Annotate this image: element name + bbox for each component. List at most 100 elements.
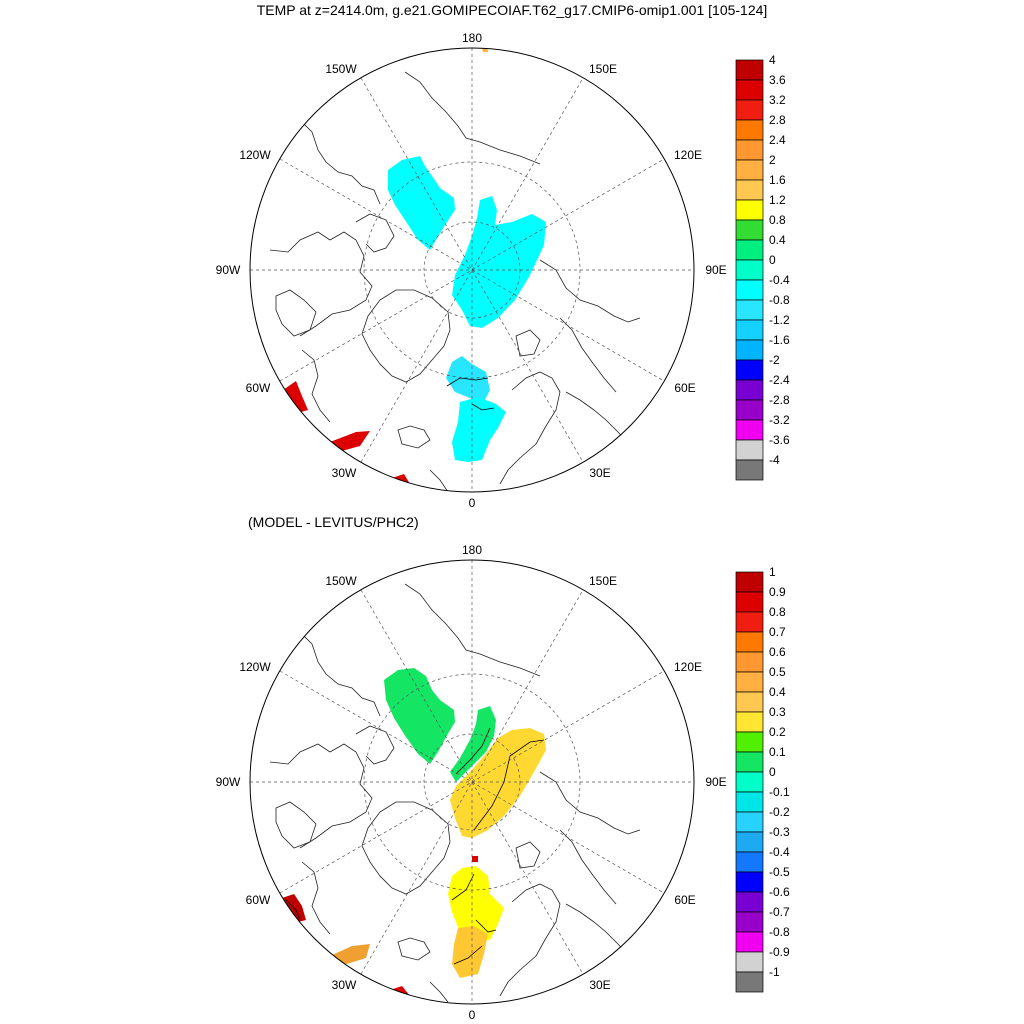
colorbar-label: -0.9 [769, 945, 790, 959]
colorbar-label: 1.2 [769, 193, 786, 207]
colorbar-label: -0.6 [769, 885, 790, 899]
colorbar-box [735, 891, 764, 913]
colorbar-box [735, 971, 764, 993]
lon-label-30w: 30W [332, 978, 357, 992]
colorbar-label: -0.4 [769, 845, 790, 859]
colorbar-box [735, 671, 764, 693]
coast-archipelago [355, 213, 395, 253]
colorbar-label: 3.2 [769, 93, 786, 107]
colorbar-label: 1 [769, 565, 776, 579]
colorbar-label: 0.4 [769, 685, 786, 699]
coast-siberia [539, 771, 641, 835]
lon-label-60e: 60E [674, 893, 695, 907]
colorbar-box [735, 651, 764, 673]
colorbar-label: 0.2 [769, 725, 786, 739]
panel-model-minus-levitus: 180 150W 150E 120W 120E 90W 90E 60W 60E … [216, 543, 790, 1022]
colorbar-label: 0.1 [769, 745, 786, 759]
polar-map [250, 48, 694, 492]
colorbar-box [735, 831, 764, 853]
coastlines [269, 583, 641, 1003]
coast-svalbard [515, 329, 541, 357]
colorbar-box [735, 59, 764, 81]
colorbar-label: 1.6 [769, 173, 786, 187]
colorbar-box [735, 571, 764, 593]
coast-canada [269, 743, 373, 849]
longitude-labels: 180 150W 150E 120W 120E 90W 90E 60W 60E … [216, 543, 727, 1022]
colorbar-label: -0.5 [769, 865, 790, 879]
field-fill [283, 48, 546, 486]
colorbar-label: -2.8 [769, 393, 790, 407]
field-beaufort-basin [384, 668, 455, 764]
lon-label-90w: 90W [216, 263, 241, 277]
colorbar-box [735, 179, 764, 201]
colorbar: 1 0.9 0.8 0.7 0.6 0.5 0.4 0.3 0.2 0.1 0 -0.1 -0.2 -0.… [735, 565, 790, 993]
lon-label-30e: 30E [589, 978, 610, 992]
field-pole-fleck [482, 48, 488, 52]
colorbar-label: 0.3 [769, 705, 786, 719]
colorbar-box [735, 751, 764, 773]
colorbar-box [735, 299, 764, 321]
coast-siberia [539, 259, 641, 323]
colorbar-label: -0.7 [769, 905, 790, 919]
coast-alaska [299, 119, 381, 205]
colorbar-box [735, 379, 764, 401]
lon-label-150w: 150W [325, 62, 357, 76]
meridian-150 [360, 77, 584, 463]
meridian-120 [279, 670, 665, 894]
field-eurasian-basin [452, 196, 546, 328]
contour-nordic-2 [475, 919, 497, 933]
colorbar-box [735, 631, 764, 653]
lon-label-180: 180 [462, 31, 482, 45]
longitude-labels: 180 150W 150E 120W 120E 90W 90E 60W 60E … [216, 31, 727, 510]
coast-labrador [301, 349, 331, 423]
lon-label-120e: 120E [674, 148, 702, 162]
coast-alaska [299, 631, 381, 717]
coast-labrador [301, 861, 331, 935]
field-north-atlantic [330, 431, 370, 452]
colorbar-label: -0.2 [769, 805, 790, 819]
colorbar-box [735, 439, 764, 461]
contour-lines [446, 377, 495, 411]
colorbar-label: -0.1 [769, 785, 790, 799]
field-lomonosov-strip [450, 706, 496, 782]
colorbar: 4 3.6 3.2 2.8 2.4 2 1.6 1.2 0.8 0.4 0 -0.4 -0.8 -1.2 -… [735, 53, 790, 481]
coast-chukotka [404, 583, 541, 677]
coast-archipelago [355, 725, 395, 765]
coast-scandinavia [499, 883, 561, 997]
colorbar-label: 3.6 [769, 73, 786, 87]
colorbar-label: 0 [769, 253, 776, 267]
field-labrador-sea [283, 381, 308, 412]
coastlines [269, 71, 641, 492]
coast-greenland [361, 289, 451, 383]
figure-title: TEMP at z=2414.0m, g.e21.GOMIPECOIAF.T62… [257, 2, 768, 18]
lon-label-120e: 120E [674, 660, 702, 674]
field-north-atlantic [330, 944, 370, 966]
colorbar-box [735, 159, 764, 181]
colorbar-label: -3.2 [769, 413, 790, 427]
field-fram-strait [448, 866, 504, 940]
lon-label-30w: 30W [332, 466, 357, 480]
colorbar-label: -2.4 [769, 373, 790, 387]
lon-label-60e: 60E [674, 381, 695, 395]
colorbar-box [735, 731, 764, 753]
graticule [250, 560, 694, 1004]
lon-label-60w: 60W [246, 893, 271, 907]
colorbar-box [735, 931, 764, 953]
lon-label-180: 180 [462, 543, 482, 557]
contour-labrador [285, 899, 301, 921]
colorbar-box [735, 791, 764, 813]
lon-label-150e: 150E [589, 62, 617, 76]
colorbar-label: -1.6 [769, 333, 790, 347]
colorbar-box [735, 419, 764, 441]
coast-iceland [397, 937, 431, 961]
meridian-120 [279, 158, 665, 382]
graticule [250, 48, 694, 492]
colorbar-label: -0.8 [769, 925, 790, 939]
colorbar-box [735, 79, 764, 101]
colorbar-box [735, 591, 764, 613]
lon-label-90w: 90W [216, 775, 241, 789]
meridian-30 [360, 589, 584, 975]
colorbar-label: 0.8 [769, 605, 786, 619]
coast-greenland [361, 801, 451, 895]
